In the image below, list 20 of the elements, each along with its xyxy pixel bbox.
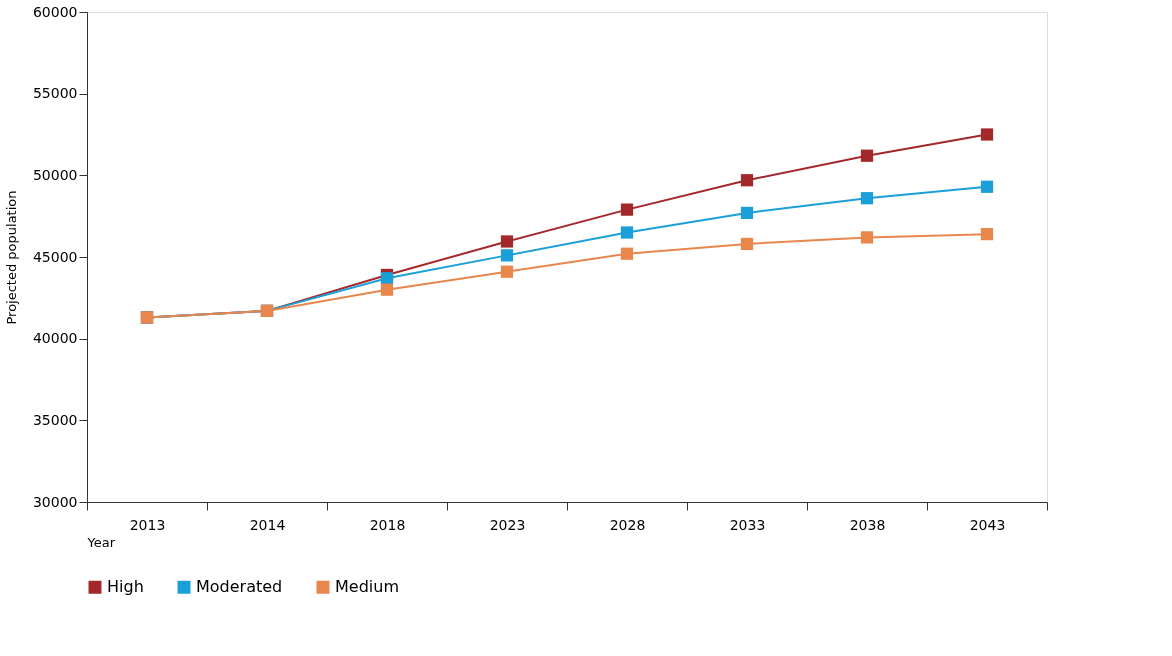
y-tick-label: 60000 (32, 3, 78, 20)
x-tick-label: 2038 (849, 516, 886, 533)
x-tick-label: 2028 (609, 516, 646, 533)
x-axis-title: Year (86, 534, 116, 550)
x-tick-label: 2013 (129, 516, 166, 533)
y-axis-title: Projected population (3, 190, 19, 325)
legend-label: Moderated (196, 577, 283, 597)
x-tick-label: 2033 (729, 516, 766, 533)
x-tick-label: 2023 (489, 516, 526, 533)
y-tick-label: 40000 (32, 330, 78, 347)
y-tick-label: 30000 (32, 493, 78, 510)
legend-label: Medium (335, 577, 399, 597)
legend-label: High (107, 577, 144, 597)
x-tick-label: 2014 (249, 516, 286, 533)
y-tick-label: 50000 (32, 166, 78, 183)
y-tick-label: 35000 (32, 411, 78, 428)
x-tick-label: 2043 (969, 516, 1006, 533)
x-tick-label: 2018 (369, 516, 406, 533)
y-tick-label: 55000 (32, 85, 78, 102)
y-tick-label: 45000 (32, 248, 78, 265)
